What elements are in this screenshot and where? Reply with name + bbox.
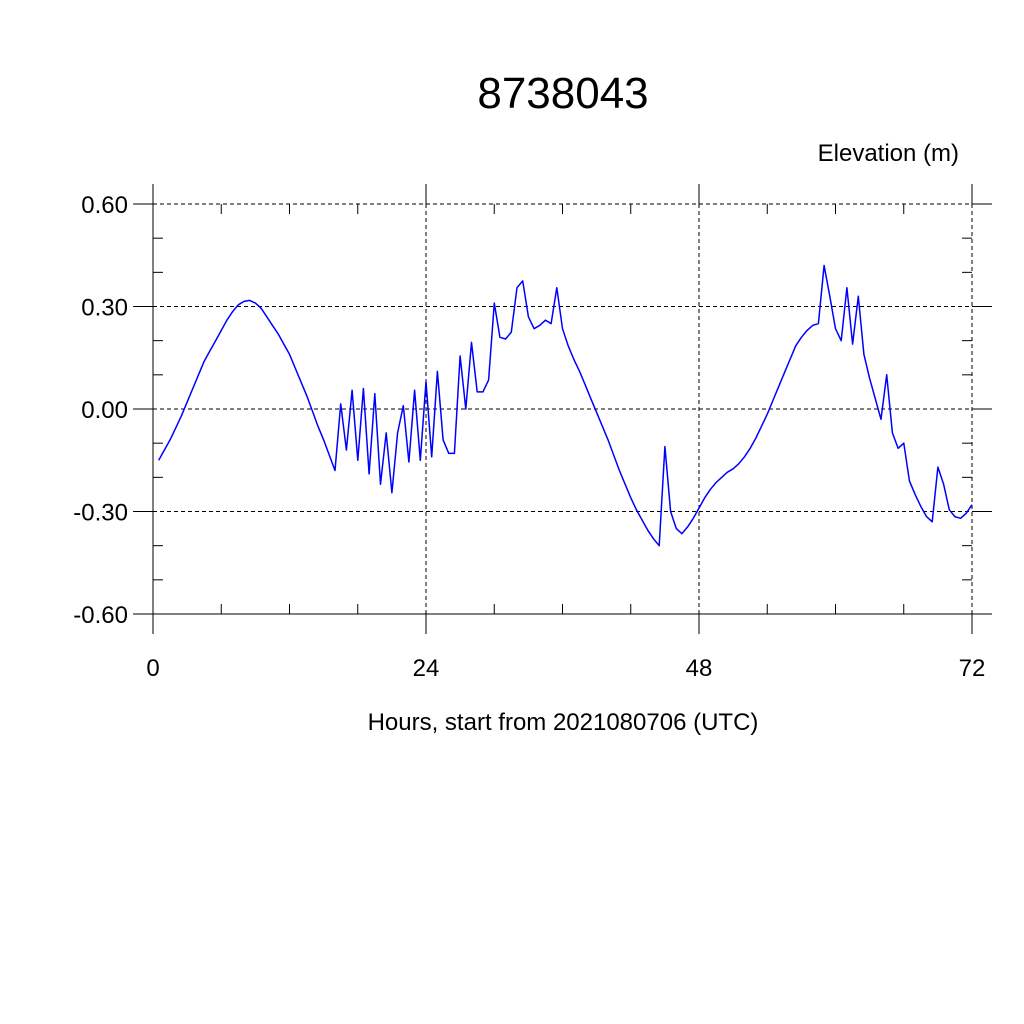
- y-tick-label: -0.60: [73, 602, 128, 629]
- y-axis-label: Elevation (m): [818, 140, 959, 167]
- series-layer: [158, 264, 973, 547]
- y-tick-label: 0.00: [81, 397, 128, 424]
- y-tick-label: 0.60: [81, 192, 128, 219]
- x-tick-label: 72: [959, 655, 986, 682]
- x-axis-label: Hours, start from 2021080706 (UTC): [368, 709, 759, 736]
- x-tick-label: 0: [146, 655, 159, 682]
- x-tick-label: 48: [686, 655, 713, 682]
- x-tick-label: 24: [413, 655, 440, 682]
- chart-title: 8738043: [477, 69, 648, 118]
- elevation-series-line: [158, 264, 973, 547]
- y-tick-label: 0.30: [81, 295, 128, 322]
- y-tick-label: -0.30: [73, 500, 128, 527]
- axes: [133, 184, 992, 634]
- tick-labels: 0.60 0.30 0.00 -0.30 -0.60 0 24 48 72: [73, 192, 985, 682]
